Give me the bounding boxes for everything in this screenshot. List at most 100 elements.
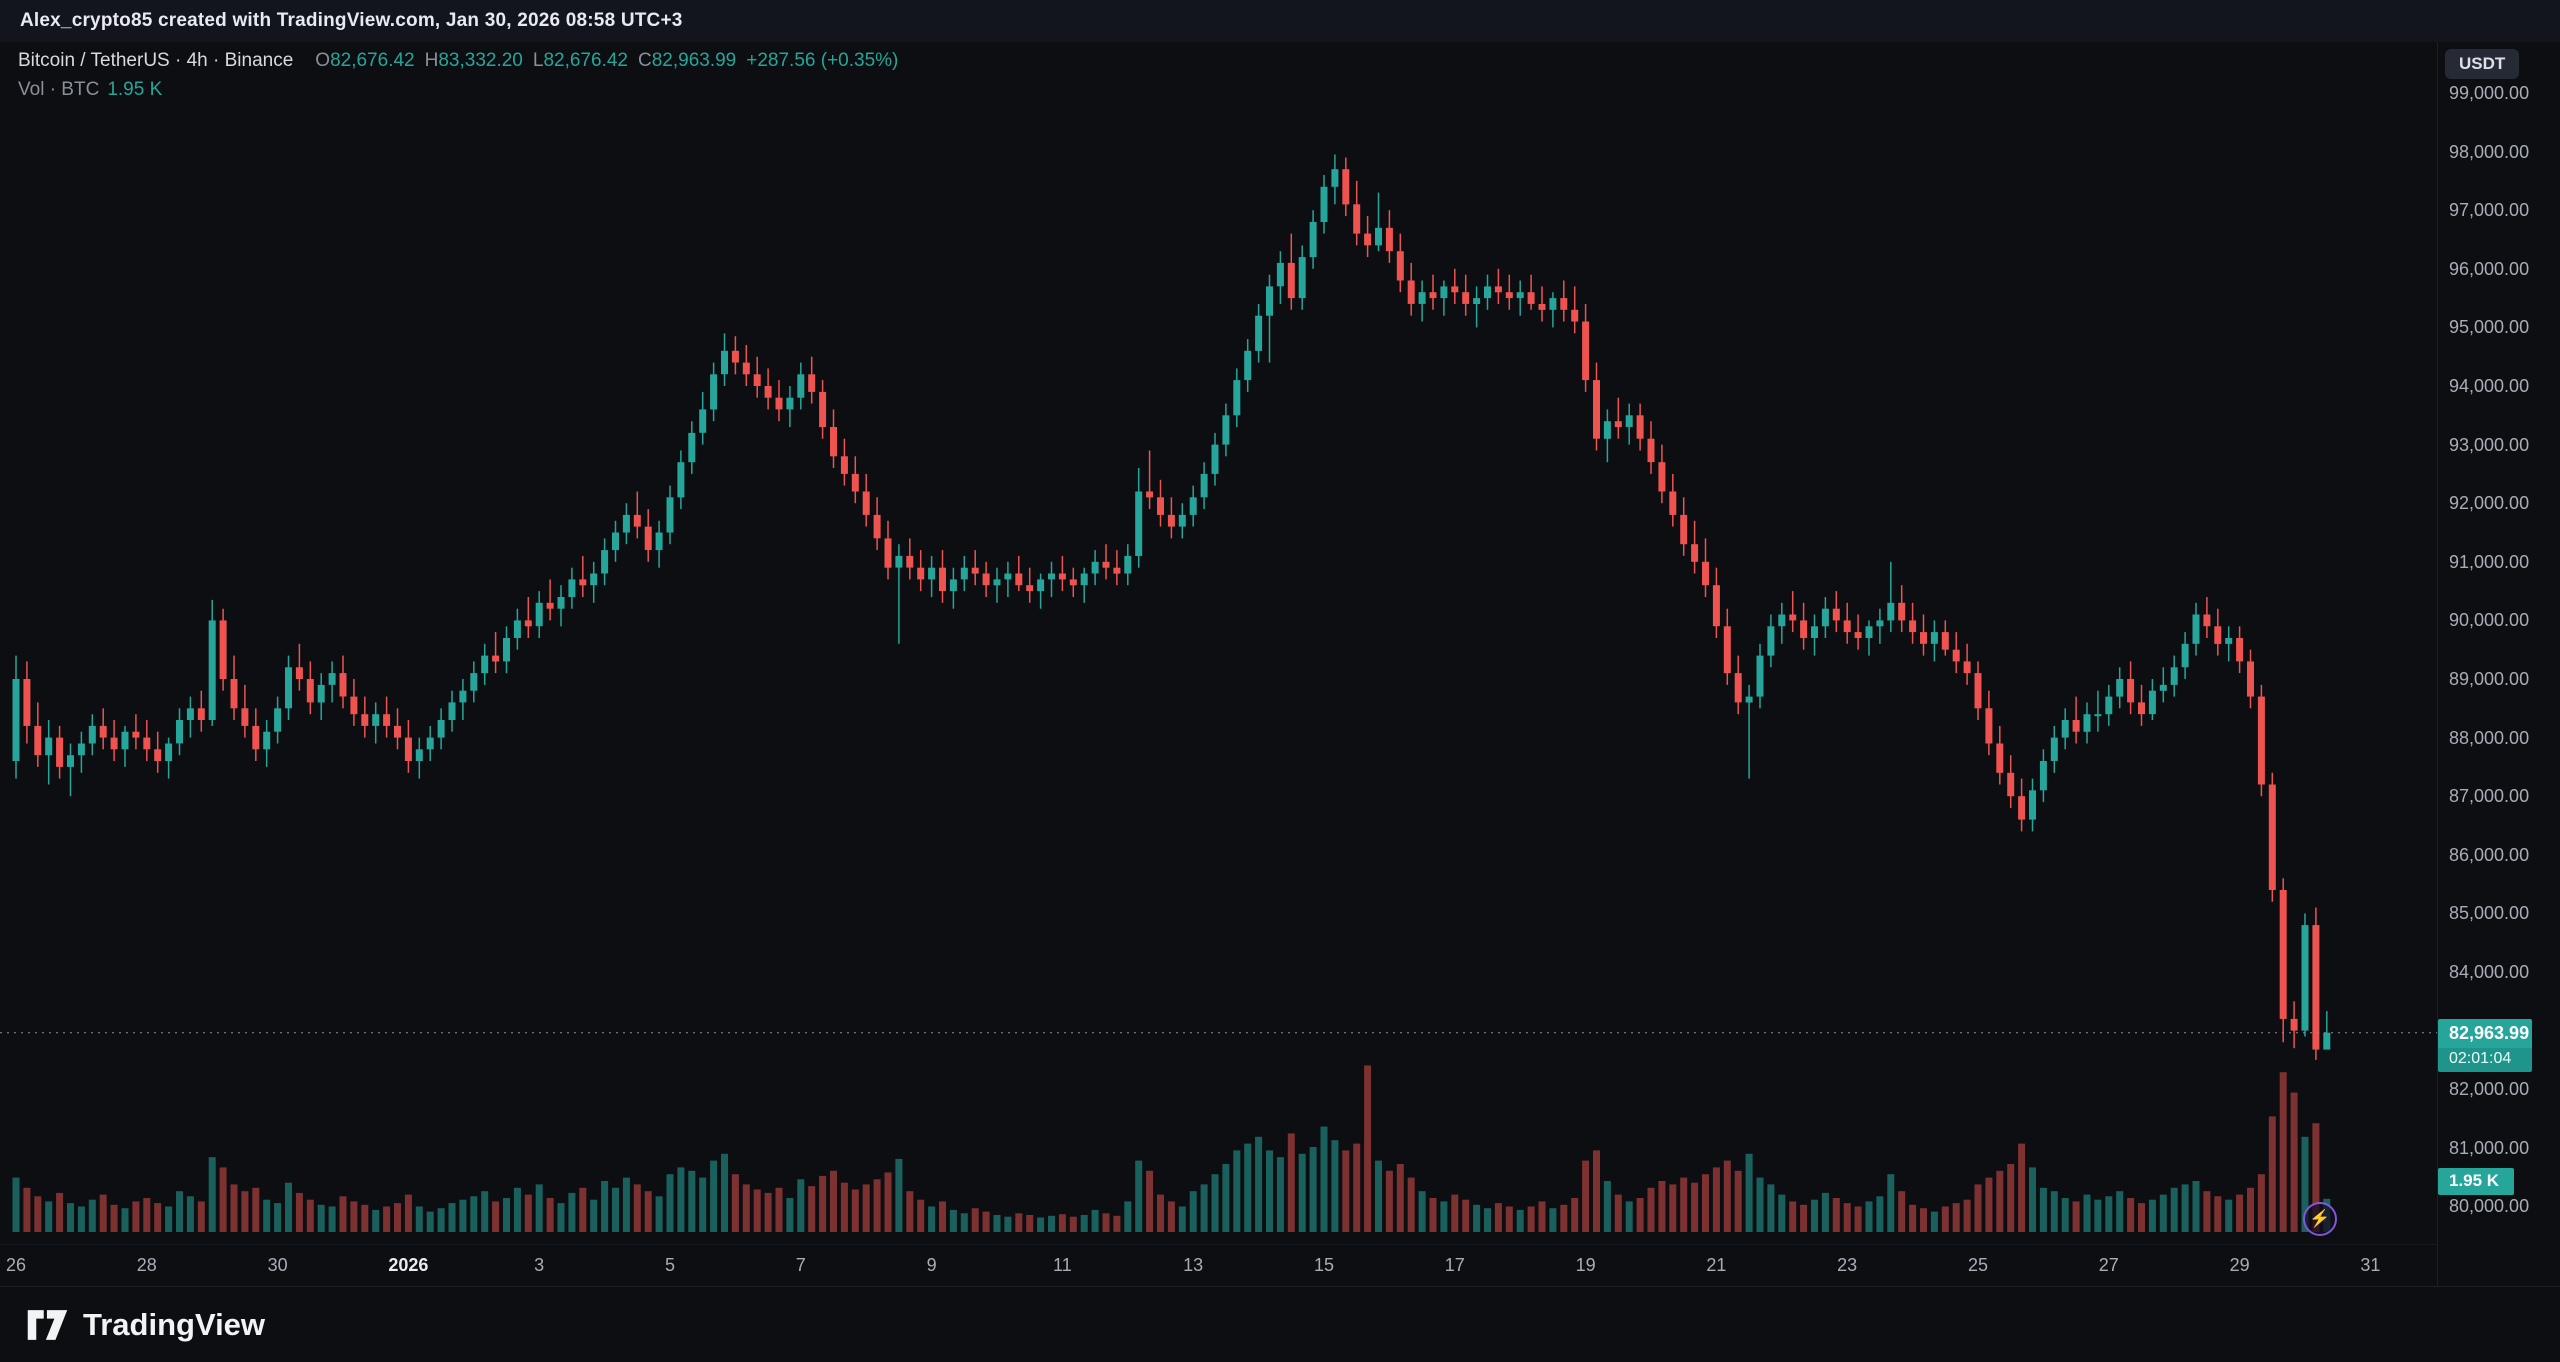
candle-body bbox=[1102, 561, 1110, 568]
candle-body bbox=[2225, 638, 2233, 644]
volume-bar bbox=[775, 1187, 783, 1232]
volume-bar bbox=[2236, 1194, 2244, 1232]
candle-body bbox=[1582, 321, 1590, 381]
candle-body bbox=[1756, 655, 1764, 697]
candle-body bbox=[2018, 796, 2026, 820]
candle-body bbox=[753, 374, 761, 386]
volume-bar bbox=[971, 1208, 979, 1232]
candle-body bbox=[1287, 262, 1295, 299]
volume-bar bbox=[568, 1192, 576, 1232]
low-label: L bbox=[532, 50, 544, 71]
volume-bar bbox=[1811, 1199, 1818, 1232]
volume-bar bbox=[404, 1194, 412, 1232]
volume-bar bbox=[1451, 1194, 1459, 1232]
volume-bar bbox=[1712, 1167, 1720, 1232]
candle-body bbox=[1451, 286, 1459, 293]
volume-bar bbox=[2203, 1191, 2211, 1232]
volume-bar bbox=[1538, 1201, 1546, 1232]
volume-bar bbox=[1996, 1170, 2004, 1232]
volume-bar bbox=[2029, 1167, 2036, 1232]
price-tick-label: 82,000.00 bbox=[2449, 1079, 2530, 1100]
time-tick-label: 17 bbox=[1444, 1255, 1465, 1275]
candle-body bbox=[546, 602, 554, 609]
candle-body bbox=[1178, 514, 1186, 527]
volume-bar bbox=[481, 1191, 489, 1232]
price-tick-label: 92,000.00 bbox=[2449, 493, 2530, 514]
volume-bar bbox=[2007, 1164, 2015, 1232]
close-value: 82,963.99 bbox=[651, 50, 737, 71]
volume-bar bbox=[666, 1174, 674, 1232]
volume-bar bbox=[1571, 1198, 1579, 1232]
candle-body bbox=[1189, 497, 1197, 515]
volume-bar bbox=[928, 1206, 936, 1232]
volume-bar bbox=[1320, 1126, 1328, 1232]
candle-body bbox=[2301, 925, 2309, 1031]
volume-bar bbox=[1909, 1204, 1917, 1232]
volume-value: 1.95 K bbox=[107, 79, 163, 100]
candle-body bbox=[252, 725, 260, 750]
candle-body bbox=[2094, 714, 2102, 717]
volume-bar bbox=[2247, 1187, 2254, 1232]
candle-body bbox=[644, 526, 652, 550]
volume-bar bbox=[1004, 1216, 1012, 1232]
currency-toggle-button[interactable]: USDT bbox=[2445, 49, 2520, 79]
price-axis[interactable]: USDT 82,963.99 02:01:04 1.95 K 99,000.00… bbox=[2437, 42, 2560, 1286]
candle-body bbox=[2039, 761, 2047, 791]
price-tick-label: 80,000.00 bbox=[2449, 1196, 2530, 1217]
lightning-marker-icon[interactable]: ⚡ bbox=[2303, 1202, 2337, 1236]
candle-body bbox=[1418, 292, 1426, 304]
volume-bar bbox=[1603, 1181, 1611, 1232]
candle-body bbox=[721, 350, 728, 375]
volume-bar bbox=[1473, 1204, 1481, 1232]
candle-body bbox=[1669, 491, 1677, 515]
volume-bar bbox=[263, 1199, 271, 1232]
volume-row: Vol · BTC 1.95 K bbox=[18, 79, 898, 101]
volume-bar bbox=[1593, 1150, 1600, 1232]
candle-body bbox=[415, 749, 423, 761]
volume-bar bbox=[99, 1194, 107, 1232]
symbol-title[interactable]: Bitcoin / TetherUS · 4h · Binance bbox=[18, 50, 294, 71]
tradingview-logo[interactable]: TradingView bbox=[26, 1307, 265, 1343]
volume-bar bbox=[982, 1211, 990, 1232]
volume-bar bbox=[2018, 1143, 2026, 1232]
candle-body bbox=[1560, 298, 1568, 310]
volume-bar bbox=[1015, 1213, 1023, 1232]
candle-body bbox=[372, 714, 380, 726]
candle-body bbox=[1658, 462, 1666, 492]
volume-bar bbox=[1582, 1160, 1590, 1232]
volume-bar bbox=[328, 1206, 336, 1232]
candle-body bbox=[1832, 608, 1840, 621]
candle-body bbox=[448, 702, 456, 720]
volume-bar bbox=[459, 1199, 467, 1232]
candle-body bbox=[2323, 1032, 2331, 1050]
candle-body bbox=[1233, 380, 1241, 416]
candle-body bbox=[1244, 350, 1252, 381]
volume-bar bbox=[1898, 1191, 1906, 1232]
candle-body bbox=[383, 714, 391, 726]
candle-body bbox=[2083, 714, 2091, 732]
chart-region[interactable]: Bitcoin / TetherUS · 4h · Binance O82,676… bbox=[0, 42, 2560, 1286]
last-price-label: 82,963.99 02:01:04 bbox=[2438, 1018, 2532, 1072]
volume-bar bbox=[1200, 1184, 1208, 1232]
time-tick-label: 27 bbox=[2098, 1255, 2119, 1275]
volume-bar bbox=[503, 1198, 510, 1232]
candle-body bbox=[1603, 421, 1611, 439]
volume-bar bbox=[285, 1182, 292, 1232]
candle-body bbox=[2192, 614, 2200, 644]
candle-body bbox=[1309, 221, 1317, 258]
candle-body bbox=[677, 462, 685, 498]
time-axis[interactable]: 26 28 30 2026 3 5 7 9 11 13 15 17 19 21 23 25 27 29 31 bbox=[0, 1244, 2437, 1286]
candle-body bbox=[1069, 579, 1077, 586]
candle-body bbox=[1342, 169, 1350, 205]
attribution-text: Alex_crypto85 created with TradingView.c… bbox=[20, 10, 683, 31]
candle-body bbox=[1167, 514, 1175, 527]
candle-body bbox=[535, 602, 543, 627]
time-tick-label: 29 bbox=[2229, 1255, 2250, 1275]
volume-bar bbox=[830, 1170, 837, 1232]
volume-bar bbox=[1680, 1177, 1688, 1232]
candle-body bbox=[1058, 573, 1066, 580]
candle-body bbox=[1691, 544, 1699, 562]
candle-body bbox=[34, 725, 42, 756]
candle-body bbox=[884, 538, 892, 568]
candlestick-chart[interactable] bbox=[0, 42, 2437, 1244]
